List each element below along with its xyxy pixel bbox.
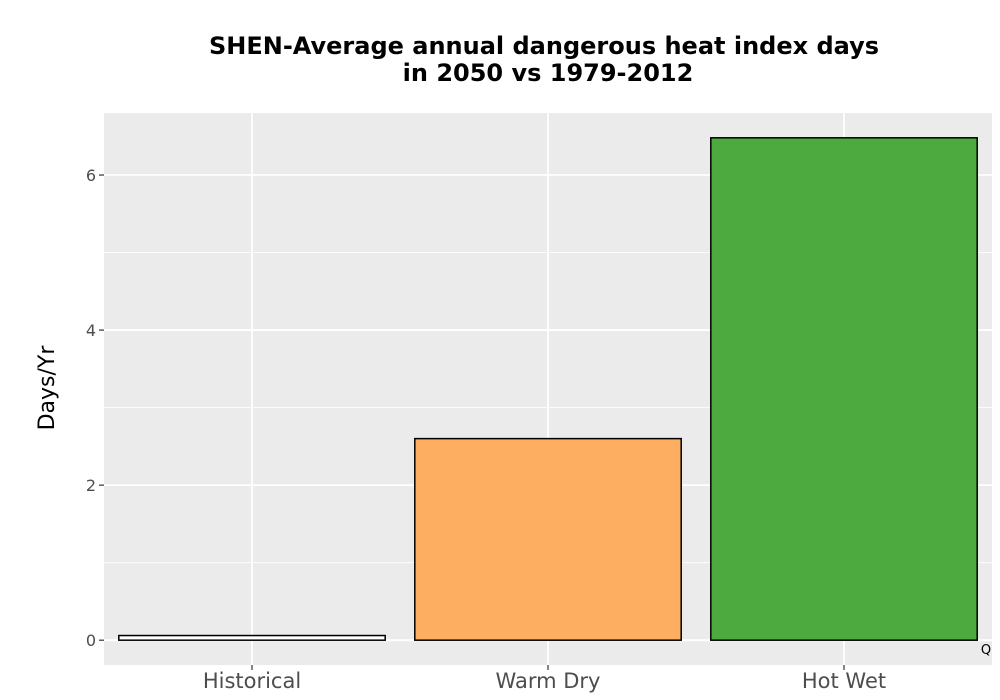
x-tick-label: Historical xyxy=(203,669,301,693)
chart-title-line-1: SHEN-Average annual dangerous heat index… xyxy=(209,32,879,60)
bars xyxy=(118,137,978,641)
bar-warm-dry xyxy=(414,437,682,641)
chart-title-line-2: in 2050 vs 1979-2012 xyxy=(403,59,694,87)
x-tick-label: Hot Wet xyxy=(802,669,886,693)
bar-historical xyxy=(118,634,386,641)
x-tick-label: Warm Dry xyxy=(496,669,601,693)
bar-hot-wet xyxy=(710,137,978,641)
y-axis: 0 2 4 6 xyxy=(86,166,104,650)
y-tick-label: 6 xyxy=(86,166,96,185)
y-tick-label: 0 xyxy=(86,631,96,650)
y-tick-label: 4 xyxy=(86,321,96,340)
y-axis-title: Days/Yr xyxy=(35,345,60,431)
corner-mark: Q xyxy=(981,643,991,658)
x-axis: Historical Warm Dry Hot Wet xyxy=(203,665,886,693)
y-tick-label: 2 xyxy=(86,476,96,495)
